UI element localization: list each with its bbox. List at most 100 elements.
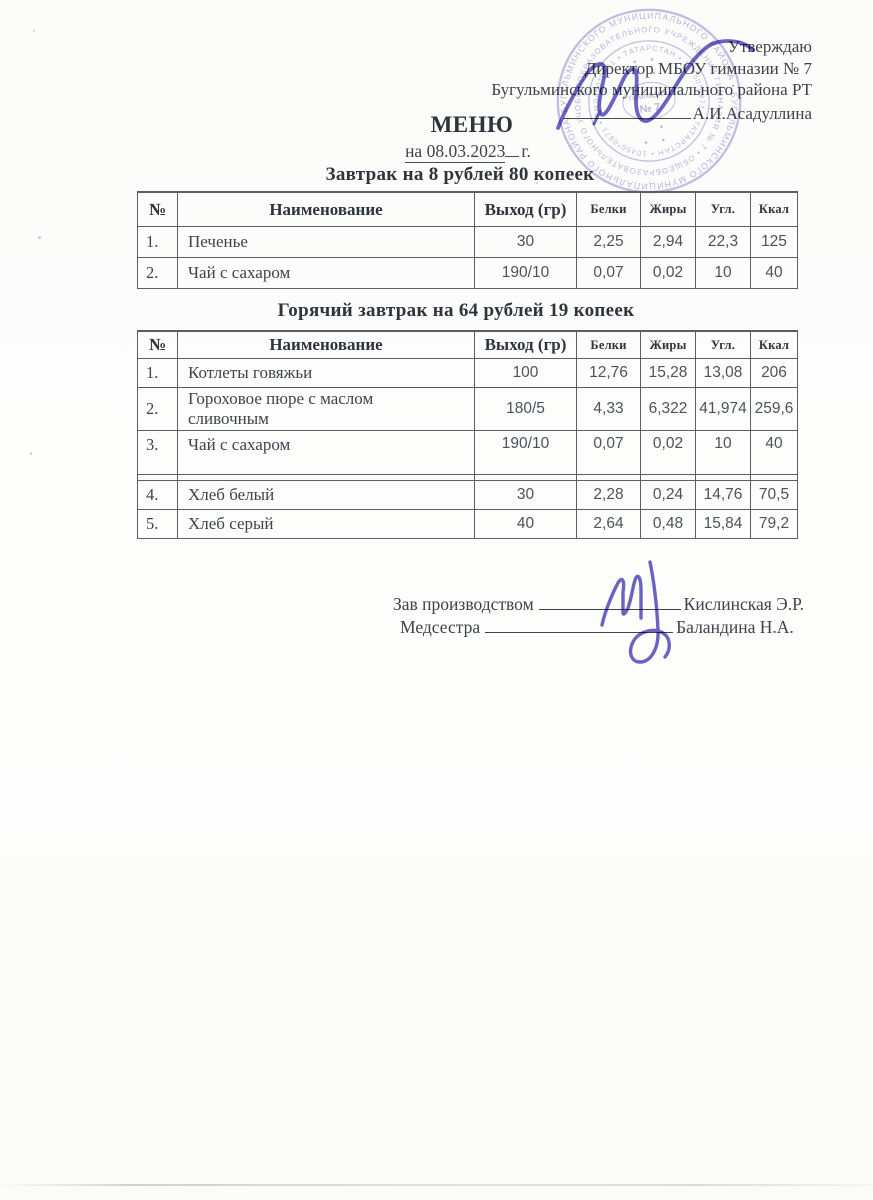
table-cell: 2,25	[576, 226, 641, 258]
table-row: 3. Чай с сахаром 190/10 0,07 0,02 10 40	[137, 430, 798, 476]
table-cell: 6,322	[640, 386, 696, 432]
table-cell: 15,28	[640, 358, 696, 388]
approval-block: Утверждаю Директор МБОУ гимназии № 7 Буг…	[491, 36, 812, 124]
column-header-5: Жиры	[640, 191, 696, 227]
signoff-row-production: Зав производством Кислинская Э.Р.	[393, 593, 804, 616]
table-row: 5. Хлеб серый 40 2,64 0,48 15,84 79,2	[137, 509, 798, 540]
table-cell: 40	[750, 257, 798, 289]
column-header-6: Угл.	[695, 330, 751, 359]
table-cell: 125	[750, 226, 798, 258]
table-cell: 10	[695, 430, 751, 476]
table-cell: 180/5	[474, 386, 577, 432]
table-cell: 2.	[137, 386, 178, 432]
date-line: на 08.03.2023 г.	[63, 141, 873, 163]
scan-artifact	[30, 452, 32, 455]
scan-artifact	[38, 236, 41, 239]
table-cell: 10	[695, 257, 751, 289]
table-row: 4. Хлеб белый 30 2,28 0,24 14,76 70,5	[137, 480, 798, 511]
table-cell: 100	[474, 358, 577, 388]
breakfast-table-wrapper: № Наименование Выход (гр) Белки Жиры Угл. Ккал…	[137, 191, 798, 289]
table-cell: 0,02	[640, 257, 696, 289]
table-row: 2. Чай с сахаром 190/10 0,07 0,02 10 40	[137, 257, 798, 289]
dish-name-cell: Печенье	[177, 226, 475, 258]
section-heading-hot-breakfast: Горячий завтрак на 64 рублей 19 копеек	[277, 300, 635, 321]
signoff-block: Зав производством Кислинская Э.Р. Медсест…	[393, 593, 804, 639]
scan-artifact	[33, 30, 35, 32]
date-suffix: г.	[521, 141, 531, 161]
table-header-row: № Наименование Выход (гр) Белки Жиры Угл. Ккал	[137, 330, 798, 359]
table-cell: 30	[474, 480, 577, 511]
scanner-edge-line	[0, 1184, 873, 1186]
approval-line-1: Утверждаю	[727, 37, 812, 56]
column-header-3: Выход (гр)	[474, 191, 577, 227]
table-cell: 0,48	[640, 509, 696, 540]
dish-name-cell: Гороховое пюре с маслом сливочным	[177, 386, 475, 432]
column-header-1: №	[137, 191, 178, 227]
table-cell: 70,5	[750, 480, 798, 511]
table-row: 2. Гороховое пюре с маслом сливочным 180/5…	[137, 386, 798, 432]
table-cell: 2,64	[576, 509, 641, 540]
table-cell: 190/10	[474, 430, 577, 476]
table-cell: 190/10	[474, 257, 577, 289]
table-cell: 13,08	[695, 358, 751, 388]
scan-artifact	[536, 182, 538, 184]
table-cell: 0,07	[576, 257, 641, 289]
dish-name-cell: Хлеб серый	[177, 509, 475, 540]
section-heading-breakfast: Завтрак на 8 рублей 80 копеек	[325, 164, 595, 185]
column-header-2: Наименование	[177, 191, 475, 227]
table-cell: 12,76	[576, 358, 641, 388]
table-cell: 79,2	[750, 509, 798, 540]
name-production-manager: Кислинская Э.Р.	[683, 594, 804, 614]
signature-line-nurse	[485, 617, 674, 633]
page-title: МЕНЮ	[430, 112, 514, 137]
signature-line-production	[538, 594, 681, 610]
date-blank-gap	[505, 143, 520, 157]
role-nurse: Медсестра	[400, 617, 481, 637]
table-cell: 2,94	[640, 226, 696, 258]
hot-breakfast-table: № Наименование Выход (гр) Белки Жиры Угл. Ккал…	[137, 330, 798, 540]
name-nurse: Баландина Н.А.	[676, 617, 794, 637]
table-row: 1. Котлеты говяжьи 100 12,76 15,28 13,08 206	[137, 358, 798, 388]
column-header-2: Наименование	[177, 330, 475, 359]
table-cell: 40	[750, 430, 798, 476]
table-cell: 4.	[137, 480, 178, 511]
column-header-6: Угл.	[695, 191, 751, 227]
table-cell: 206	[750, 358, 798, 388]
column-header-5: Жиры	[640, 330, 696, 359]
column-header-1: №	[137, 330, 178, 359]
table-cell: 41,974	[695, 386, 751, 432]
table-cell: 2,28	[576, 480, 641, 511]
column-header-4: Белки	[576, 330, 641, 359]
column-header-3: Выход (гр)	[474, 330, 577, 359]
table-cell: 2.	[137, 257, 178, 289]
table-cell: 22,3	[695, 226, 751, 258]
signoff-row-nurse: Медсестра Баландина Н.А.	[393, 616, 804, 639]
table-cell: 4,33	[576, 386, 641, 432]
table-row: 1. Печенье 30 2,25 2,94 22,3 125	[137, 226, 798, 258]
breakfast-table: № Наименование Выход (гр) Белки Жиры Угл. Ккал…	[137, 191, 798, 289]
role-production-manager: Зав производством	[393, 594, 534, 614]
table-cell: 0,02	[640, 430, 696, 476]
column-header-7: Ккал	[750, 191, 798, 227]
approval-line-2: Директор МБОУ гимназии № 7	[584, 58, 812, 78]
table-cell: 0,24	[640, 480, 696, 511]
dish-name-cell: Котлеты говяжьи	[177, 358, 475, 388]
table-cell: 5.	[137, 509, 178, 540]
column-header-7: Ккал	[750, 330, 798, 359]
dish-name-cell: Чай с сахаром	[177, 430, 475, 476]
table-cell: 1.	[137, 358, 178, 388]
dish-name-cell: Хлеб белый	[177, 480, 475, 511]
date-underlined: на 08.03.2023	[405, 141, 506, 163]
table-cell: 40	[474, 509, 577, 540]
table-cell: 14,76	[695, 480, 751, 511]
hot-breakfast-table-wrapper: № Наименование Выход (гр) Белки Жиры Угл. Ккал…	[137, 330, 798, 540]
table-cell: 15,84	[695, 509, 751, 540]
table-cell: 0,07	[576, 430, 641, 476]
table-header-row: № Наименование Выход (гр) Белки Жиры Угл. Ккал	[137, 191, 798, 227]
column-header-4: Белки	[576, 191, 641, 227]
table-cell: 259,6	[750, 386, 798, 432]
table-cell: 1.	[137, 226, 178, 258]
approval-line-3: Бугульминского муниципального района РТ	[491, 80, 812, 99]
table-cell: 3.	[137, 430, 178, 476]
